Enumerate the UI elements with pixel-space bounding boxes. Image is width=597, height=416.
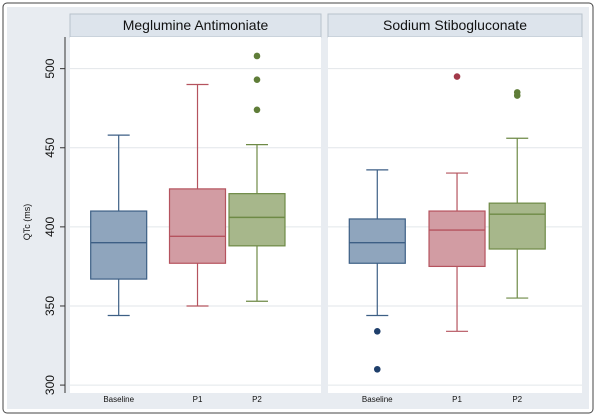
y-tick-label: 300 [43, 375, 57, 395]
panel-title: Meglumine Antimoniate [123, 17, 269, 33]
box-iqr [228, 193, 286, 247]
outlier-point [373, 365, 381, 373]
x-category-label: Baseline [362, 395, 393, 404]
box-iqr [168, 188, 227, 264]
y-tick-label: 400 [43, 217, 57, 237]
box-iqr [348, 218, 406, 264]
box-p2: P2 [228, 52, 286, 404]
x-category-label: P1 [193, 395, 203, 404]
panel-2: Sodium Stibogluconate Baseline P1 P2 [327, 13, 583, 404]
box-iqr [90, 210, 148, 280]
x-category-label: P2 [512, 395, 522, 404]
box-baseline: Baseline [348, 169, 406, 404]
box-baseline: Baseline [90, 134, 148, 404]
outlier-point [253, 52, 261, 60]
panel-title: Sodium Stibogluconate [383, 17, 527, 33]
box-iqr [488, 202, 546, 250]
outlier-point [373, 327, 381, 335]
y-tick-label: 450 [43, 137, 57, 157]
x-category-label: P2 [252, 395, 262, 404]
y-axis-title: QTc (ms) [22, 204, 32, 241]
box-p2: P2 [488, 89, 546, 404]
x-category-label: P1 [452, 395, 462, 404]
y-axis: 300 350 400 450 500 [43, 37, 66, 395]
outlier-point [453, 73, 461, 80]
box-p1: P1 [428, 73, 486, 404]
panel-1: Meglumine Antimoniate Baseline P1 P2 [69, 13, 322, 404]
x-category-label: Baseline [103, 395, 134, 404]
outlier-point [253, 76, 261, 84]
outlier-point [253, 106, 261, 114]
box-iqr [428, 210, 486, 268]
y-tick-label: 500 [43, 58, 57, 78]
outlier-point [513, 89, 521, 96]
y-tick-label: 350 [43, 296, 57, 316]
box-p1: P1 [168, 83, 227, 404]
